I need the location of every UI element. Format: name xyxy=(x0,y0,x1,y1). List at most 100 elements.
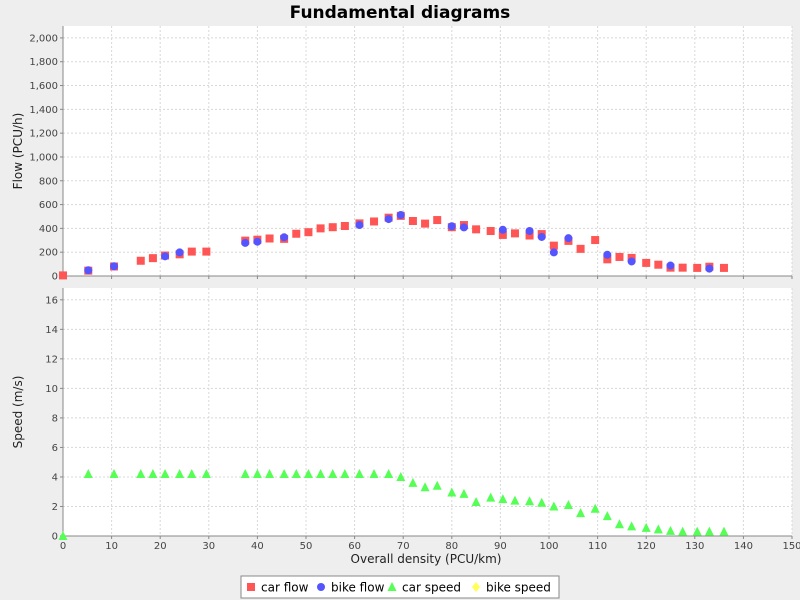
data-point xyxy=(175,469,185,478)
data-point xyxy=(549,241,558,250)
data-point xyxy=(279,469,289,478)
data-point xyxy=(459,488,469,498)
data-point xyxy=(420,482,430,492)
data-point xyxy=(201,469,211,478)
data-point xyxy=(432,480,442,490)
data-point xyxy=(719,526,729,536)
legend-marker xyxy=(472,582,480,592)
data-point xyxy=(280,233,289,242)
data-point xyxy=(328,223,337,232)
data-point xyxy=(252,469,262,478)
data-point xyxy=(678,263,687,272)
data-point xyxy=(433,216,442,225)
x-tick-label: 20 xyxy=(154,541,167,552)
data-point xyxy=(83,469,93,478)
data-point xyxy=(187,247,196,256)
data-point xyxy=(265,469,275,478)
flow-y-tick-label: 1,000 xyxy=(29,152,58,163)
data-point xyxy=(304,228,313,237)
data-point xyxy=(591,236,600,245)
x-tick-label: 80 xyxy=(445,541,458,552)
speed-y-tick-label: 6 xyxy=(52,443,58,454)
data-point xyxy=(627,257,636,266)
flow-y-tick-label: 1,400 xyxy=(29,105,58,116)
x-tick-label: 0 xyxy=(60,541,66,552)
data-point xyxy=(265,234,274,243)
data-point xyxy=(642,258,651,267)
flow-y-tick-label: 1,800 xyxy=(29,57,58,68)
data-point xyxy=(576,508,586,518)
data-point xyxy=(355,221,364,230)
flow-y-tick-label: 0 xyxy=(52,272,58,283)
data-point xyxy=(148,254,157,263)
data-point xyxy=(384,469,394,478)
data-point xyxy=(666,261,675,270)
data-point xyxy=(253,237,262,246)
data-point xyxy=(59,271,67,280)
data-point xyxy=(549,248,558,257)
data-point xyxy=(590,503,600,513)
speed-y-tick-label: 8 xyxy=(52,413,58,424)
data-point xyxy=(537,232,546,241)
data-point xyxy=(396,211,405,220)
data-point xyxy=(471,497,481,507)
speed-y-tick-label: 12 xyxy=(45,354,58,365)
data-point xyxy=(292,229,301,238)
legend-label: bike flow xyxy=(331,581,385,595)
data-point xyxy=(693,263,702,272)
x-tick-label: 150 xyxy=(782,541,800,552)
data-point xyxy=(678,526,688,536)
x-tick-label: 10 xyxy=(105,541,118,552)
data-point xyxy=(705,264,714,273)
data-point xyxy=(472,225,481,234)
data-point xyxy=(666,525,675,535)
data-point xyxy=(370,217,379,226)
speed-y-tick-label: 2 xyxy=(52,502,58,513)
data-point xyxy=(58,531,68,540)
x-tick-label: 90 xyxy=(494,541,507,552)
data-point xyxy=(316,224,325,233)
x-tick-label: 60 xyxy=(348,541,361,552)
speed-panel: 0 2 4 6 8 10 12 14 16 Speed (m/s) 0 10 20 30 40 50 60 70 8… xyxy=(11,288,800,552)
legend-label: car speed xyxy=(402,581,461,595)
legend-label: bike speed xyxy=(486,581,551,595)
flow-y-tick-label: 800 xyxy=(39,176,58,187)
data-point xyxy=(408,217,417,225)
data-point xyxy=(384,215,393,224)
legend-marker xyxy=(387,582,397,591)
data-point xyxy=(486,227,495,235)
speed-y-tick-label: 16 xyxy=(45,295,58,306)
data-point xyxy=(563,500,573,509)
data-point xyxy=(653,524,663,534)
speed-plot-area xyxy=(63,288,792,536)
legend-marker xyxy=(317,583,325,591)
data-point xyxy=(136,256,145,265)
data-point xyxy=(459,223,468,232)
flow-plot-area xyxy=(63,26,792,276)
data-point xyxy=(641,522,651,532)
data-point xyxy=(603,255,612,264)
data-point xyxy=(486,492,496,502)
flow-y-tick-label: 400 xyxy=(39,224,58,235)
data-point xyxy=(537,497,547,507)
data-point xyxy=(354,469,364,478)
data-point xyxy=(421,219,430,228)
data-point xyxy=(525,231,534,240)
data-point xyxy=(303,469,313,478)
legend: car flow bike flow car speed bike speed xyxy=(240,575,560,599)
chart-title: Fundamental diagrams xyxy=(290,3,511,23)
data-point xyxy=(148,469,158,478)
data-point xyxy=(692,526,702,536)
data-point xyxy=(525,496,535,506)
x-tick-label: 100 xyxy=(539,541,558,552)
flow-y-tick-label: 1,600 xyxy=(29,81,58,92)
data-point xyxy=(447,487,457,497)
data-point xyxy=(396,471,406,481)
data-point xyxy=(704,526,714,536)
data-point xyxy=(603,250,612,259)
x-tick-label: 120 xyxy=(637,541,656,552)
data-point xyxy=(110,262,119,271)
data-point xyxy=(602,511,612,521)
